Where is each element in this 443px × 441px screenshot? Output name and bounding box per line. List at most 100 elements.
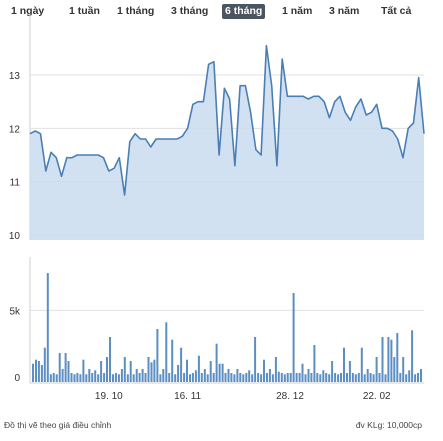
volume-bar [197,355,200,382]
volume-bar [381,337,384,382]
volume-bar [171,339,174,382]
volume-bar [393,357,396,382]
volume-bar [126,374,129,382]
volume-bar [186,359,188,382]
volume-bar [49,374,52,382]
volume-bar [343,347,345,382]
volume-bar [286,373,289,382]
price-tick-label: 11 [10,178,21,189]
volume-bar [334,373,337,382]
volume-bar [236,369,239,382]
volume-bar [52,373,55,382]
volume-bar [221,363,224,382]
tab-1-tháng[interactable]: 1 tháng [117,5,155,17]
volume-bar [251,374,254,382]
volume-bar [212,373,215,382]
volume-bar [174,374,177,382]
volume-bar [82,359,85,382]
volume-bar [354,374,357,382]
timeframe-tabs: 1 ngày 1 tuần 1 tháng 3 tháng 6 tháng 1 năm 3 … [0,0,443,22]
volume-bar [313,345,316,382]
tab-6-tháng[interactable]: 6 tháng [222,4,266,19]
volume-bar [117,374,120,382]
tab-3-tháng[interactable]: 3 tháng [171,5,209,17]
volume-tick-label: 0 [14,373,20,384]
tab-Tất-cả[interactable]: Tất cả [381,5,412,17]
volume-tick-label: 5k [9,306,21,317]
volume-bar [301,363,304,382]
volume-bar [109,337,111,382]
volume-bar [257,373,260,382]
volume-bar [76,373,79,382]
volume-bar [372,374,375,382]
volume-bar [70,373,73,382]
volume-bar [135,369,138,382]
volume-bar [245,373,248,382]
tab-3-năm[interactable]: 3 năm [329,5,360,17]
volume-bar [114,373,117,382]
volume-bar [55,374,58,382]
volume-bar [348,361,351,382]
volume-bar [120,369,123,382]
price-area [30,45,424,241]
volume-bar [215,343,218,382]
volume-bar [180,347,183,382]
price-tick-label: 13 [9,71,21,82]
volume-bar [189,374,191,382]
volume-bar [387,337,390,382]
volume-bar [263,359,265,382]
volume-bar [46,273,49,382]
volume-bar [177,365,180,382]
price-tick-label: 10 [9,231,21,242]
volume-bar [316,373,319,382]
volume-bar [337,374,340,382]
volume-bar [141,369,144,382]
volume-bar [274,357,277,382]
volume-bar [123,357,126,382]
volume-bar [35,359,37,382]
volume-bar [168,373,171,382]
volume-bar [218,363,221,382]
volume-bar [132,374,135,382]
volume-bar [417,373,419,382]
footer-note: Đồ thị vẽ theo giá điều chỉnh [4,420,112,430]
volume-bar [138,373,141,382]
volume-bar [206,374,209,382]
volume-bar [310,373,313,382]
volume-bar [277,371,280,382]
volume-bar [106,357,108,382]
volume-bar [224,373,227,382]
volume-bar [289,373,292,382]
x-tick-label: 22. 02 [363,391,391,402]
volume-bar [64,353,67,382]
volume-bar [233,374,236,382]
volume-bar [292,293,295,382]
volume-bar [194,370,197,382]
volume-bar [103,373,106,382]
tab-1-năm[interactable]: 1 năm [282,5,313,17]
tab-1-ngày[interactable]: 1 ngày [11,5,45,17]
volume-bar [378,373,381,382]
volume-bar [369,373,372,382]
price-tick-label: 12 [9,124,21,135]
tab-1-tuần[interactable]: 1 tuần [69,5,100,17]
volume-bar [325,373,328,382]
x-tick-label: 28. 12 [276,391,304,402]
volume-bar [129,361,132,382]
volume-bar [61,369,64,382]
footer-unit: đv KLg: 10,000cp [355,420,422,430]
volume-bar [266,373,268,382]
volume-bar [165,322,168,382]
volume-bar [411,330,414,382]
volume-bar [405,374,408,382]
volume-bar [340,373,342,382]
volume-bar [88,369,91,382]
volume-bar [322,370,325,382]
volume-bar [396,333,399,382]
volume-bar [58,353,61,382]
volume-bar [191,373,194,382]
volume-bar [79,374,82,382]
volume-bar [159,374,162,382]
volume-bar [32,363,34,382]
